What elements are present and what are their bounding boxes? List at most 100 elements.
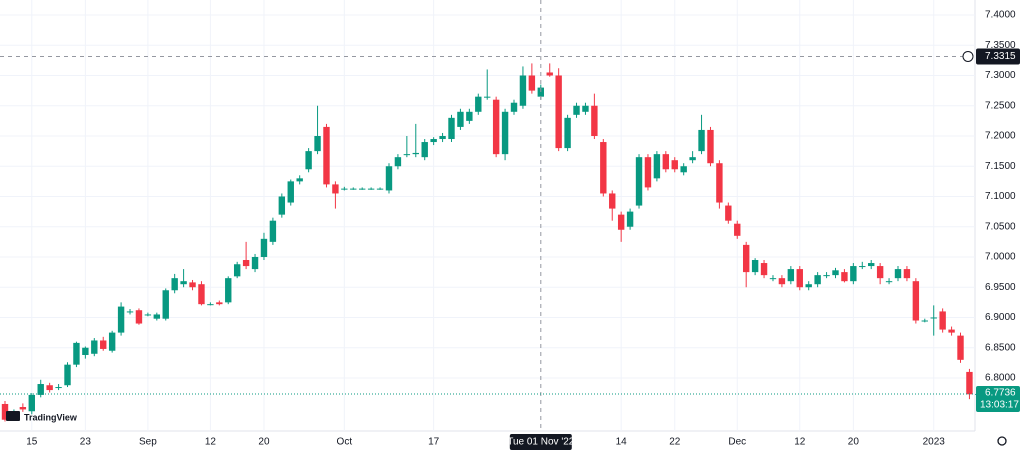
- y-tick-label: 7.3500: [985, 40, 1016, 51]
- candle-body: [260, 238, 268, 257]
- candle-body: [394, 157, 402, 167]
- y-tick-label: 7.0500: [985, 221, 1016, 232]
- x-tick-label: 23: [80, 437, 92, 448]
- last-price-bg: [976, 385, 1020, 412]
- candle-body: [73, 342, 80, 365]
- candle-body: [448, 117, 455, 140]
- candle-body: [939, 311, 946, 330]
- candle-body: [894, 269, 902, 279]
- candle-body: [537, 87, 544, 97]
- candle-body: [787, 269, 795, 282]
- candle-body: [885, 281, 893, 283]
- x-tick-label: 12: [205, 437, 217, 448]
- candle-body: [466, 111, 473, 121]
- watermark-logo: [6, 411, 20, 421]
- candle-body: [850, 266, 857, 282]
- candle-body: [716, 163, 723, 203]
- x-tick-label: Oct: [337, 437, 353, 448]
- candle-body: [742, 244, 750, 273]
- candle-body: [492, 99, 500, 155]
- candle-body: [868, 263, 875, 267]
- candle-body: [948, 329, 955, 333]
- candle-body: [475, 96, 482, 112]
- candle-body: [1, 403, 9, 420]
- candle-body: [698, 129, 705, 152]
- candle-body: [814, 275, 821, 285]
- gear[interactable]: [997, 436, 1007, 446]
- candles: [1, 63, 982, 422]
- candle-body: [707, 129, 714, 164]
- x-tick-label: 2023: [923, 437, 946, 448]
- candle-body: [251, 256, 259, 270]
- candle-body: [91, 340, 98, 354]
- y-tick-label: 7.1500: [985, 161, 1016, 172]
- y-tick-label: 6.8500: [985, 342, 1016, 353]
- x-tick-label: 17: [428, 437, 440, 448]
- candle-body: [484, 96, 491, 98]
- x-tick-label: Dec: [728, 437, 746, 448]
- candle-body: [135, 310, 143, 324]
- candle-body: [171, 278, 178, 291]
- candle-body: [841, 272, 848, 282]
- candle-body: [734, 223, 741, 236]
- candle-body: [100, 340, 107, 349]
- settings-icon[interactable]: [997, 436, 1007, 446]
- candle-body: [930, 317, 937, 319]
- candle-body: [46, 385, 53, 391]
- candle-body: [385, 166, 393, 191]
- candle-body: [323, 126, 330, 185]
- candle-body: [126, 311, 134, 313]
- grid: [0, 0, 975, 431]
- y-tick-label: 6.9000: [985, 312, 1016, 323]
- x-tick-label: 20: [258, 437, 270, 448]
- candle-body: [832, 270, 839, 276]
- candle-body: [671, 160, 678, 170]
- candle-body: [341, 188, 348, 190]
- candle-body: [216, 302, 223, 305]
- candle-body: [609, 193, 616, 209]
- candle-body: [725, 205, 732, 221]
- candle-body: [519, 75, 527, 106]
- x-tick-label: 22: [669, 437, 681, 448]
- candle-body: [376, 188, 384, 190]
- candle-body: [957, 335, 964, 360]
- candle-body: [332, 184, 339, 194]
- candle-body: [903, 269, 911, 279]
- candle-body: [162, 290, 169, 319]
- y-tick-label: 6.9500: [985, 282, 1016, 293]
- candle-body: [37, 384, 44, 395]
- candle-body: [412, 152, 419, 155]
- x-tick-label: Sep: [139, 437, 157, 448]
- y-tick-label: 7.0000: [985, 252, 1016, 263]
- candle-body: [180, 281, 187, 285]
- candle-body: [19, 407, 27, 410]
- candle-body: [555, 75, 562, 149]
- candle-body: [117, 306, 125, 333]
- candle-body: [457, 111, 464, 127]
- candle-body: [439, 135, 446, 140]
- y-tick-label: 7.2000: [985, 131, 1016, 142]
- candle-body: [64, 364, 71, 386]
- x-tick-label: 20: [848, 437, 860, 448]
- candle-body: [305, 151, 312, 170]
- candle-body: [778, 278, 786, 285]
- y-tick-label: 7.4000: [985, 10, 1016, 21]
- candle-body: [359, 188, 366, 190]
- candle-body: [653, 154, 661, 179]
- crosshair-y-label: 7.3315: [985, 51, 1016, 62]
- candle-body: [546, 72, 553, 76]
- candle-body: [644, 157, 652, 188]
- candle-body: [769, 278, 777, 280]
- x-tick-label: 14: [616, 437, 628, 448]
- candle-body: [510, 102, 518, 112]
- candle-body: [108, 332, 116, 351]
- candle-body: [350, 188, 357, 190]
- x-tick-label: 12: [794, 437, 806, 448]
- candle-body: [55, 387, 62, 389]
- crosshair-x-label-bg: [509, 434, 572, 450]
- candle-body: [528, 75, 536, 91]
- candle-body: [367, 188, 375, 190]
- candle-body: [564, 117, 571, 149]
- candle-body: [233, 264, 241, 277]
